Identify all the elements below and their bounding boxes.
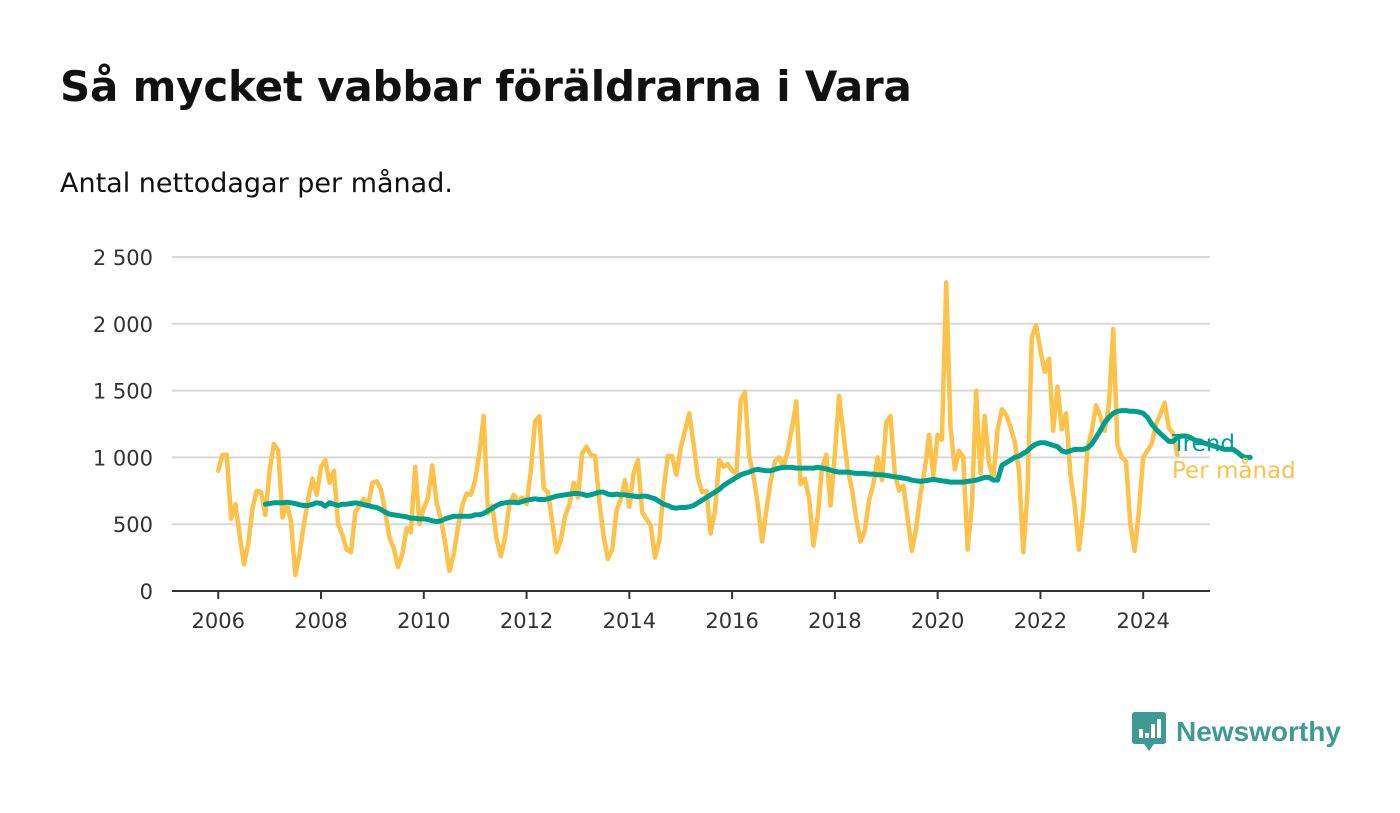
x-axis: 2006 2008 2010 2012 2014 2016 2018 2020 2022 2024 [172,590,1210,633]
chart-title: Så mycket vabbar föräldrarna i Vara [60,62,912,111]
series-line-trend [262,408,1253,524]
series-label-trend: Trend [1171,431,1235,457]
y-tick-label: 1 000 [93,446,153,470]
grid-lines [172,256,1210,526]
x-tick-label: 2012 [500,609,553,633]
newsworthy-logo[interactable]: Newsworthy [1132,712,1341,752]
x-tick-label: 2006 [192,609,245,633]
x-tick-label: 2008 [294,609,347,633]
x-tick-label: 2020 [911,609,964,633]
y-tick-label: 2 000 [93,313,153,337]
y-tick-label: 2 500 [93,246,153,270]
x-tick-label: 2014 [603,609,656,633]
brand-name: Newsworthy [1176,716,1341,747]
series-line-monthly [215,280,1180,578]
y-tick-label: 500 [113,513,153,537]
x-tick-label: 2018 [808,609,861,633]
series-lines [215,280,1253,578]
x-tick-label: 2010 [397,609,450,633]
y-tick-label: 0 [140,580,153,604]
series-label-monthly: Per månad [1172,456,1296,484]
x-tick-label: 2024 [1116,609,1169,633]
y-axis: 0 500 1 000 1 500 2 000 2 500 [93,246,153,604]
y-tick-label: 1 500 [93,380,153,404]
x-tick-label: 2022 [1014,609,1067,633]
chart-subtitle: Antal nettodagar per månad. [60,168,453,199]
newsworthy-logo-icon [1132,712,1166,751]
x-tick-label: 2016 [705,609,758,633]
